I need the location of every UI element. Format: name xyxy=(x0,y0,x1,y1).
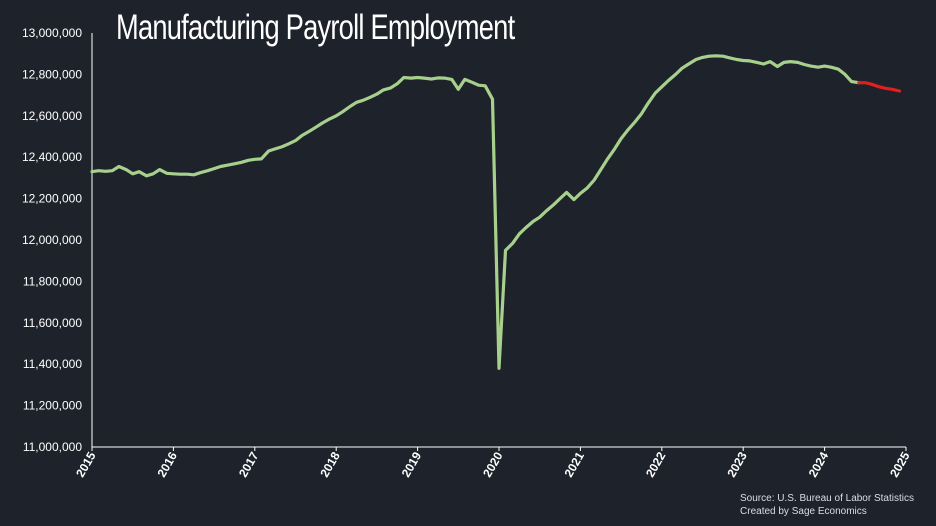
x-tick-label: 2022 xyxy=(643,449,669,479)
y-tick-label: 11,000,000 xyxy=(23,440,82,454)
x-tick-label: 2019 xyxy=(399,449,425,479)
y-tick-label: 13,000,000 xyxy=(22,26,82,40)
y-tick-label: 11,400,000 xyxy=(23,357,82,371)
x-tick-label: 2023 xyxy=(724,449,750,479)
y-tick-label: 11,800,000 xyxy=(23,274,82,288)
y-tick-label: 12,800,000 xyxy=(22,67,82,81)
y-tick-label: 12,200,000 xyxy=(22,192,82,206)
x-tick-label: 2020 xyxy=(480,449,506,479)
series-line-recent xyxy=(857,81,902,93)
x-tick-label: 2018 xyxy=(317,449,343,479)
series-line xyxy=(90,54,861,370)
y-tick-label: 11,200,000 xyxy=(23,399,82,413)
y-tick-label: 12,000,000 xyxy=(22,233,82,247)
y-tick-label: 12,600,000 xyxy=(22,109,82,123)
x-tick-label: 2021 xyxy=(562,449,588,479)
y-tick-label: 12,400,000 xyxy=(22,150,82,164)
x-tick-label: 2017 xyxy=(236,449,262,479)
x-tick-label: 2024 xyxy=(806,449,832,479)
chart-title: Manufacturing Payroll Employment xyxy=(116,8,515,47)
source-line: Source: U.S. Bureau of Labor Statistics xyxy=(740,493,914,504)
source-note: Source: U.S. Bureau of Labor Statistics … xyxy=(740,492,914,518)
y-tick-label: 11,600,000 xyxy=(23,316,82,330)
x-tick-label: 2016 xyxy=(155,449,181,479)
x-tick-label: 2025 xyxy=(887,449,913,479)
credit-line: Created by Sage Economics xyxy=(740,506,867,517)
